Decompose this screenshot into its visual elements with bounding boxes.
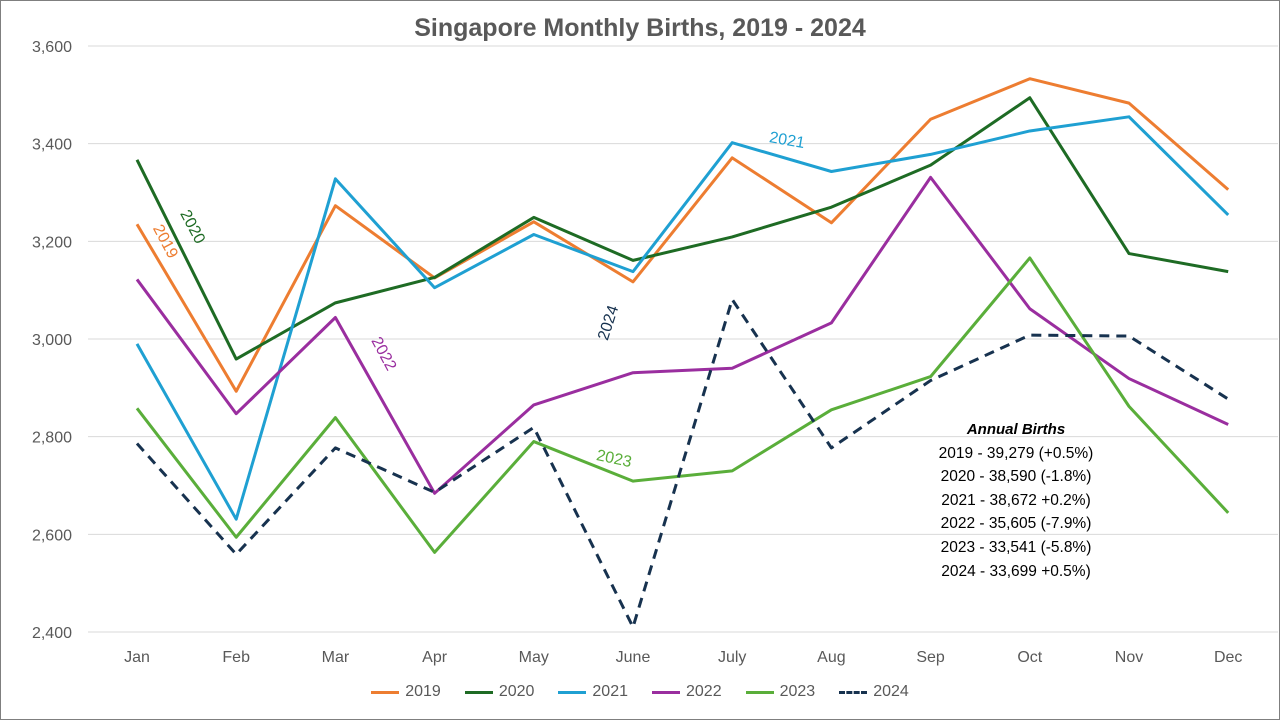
annual-births-line: 2023 - 33,541 (-5.8%) bbox=[940, 538, 1092, 556]
x-tick-label: Nov bbox=[1115, 649, 1143, 666]
x-tick-label: July bbox=[718, 649, 746, 666]
y-tick-label: 3,400 bbox=[32, 137, 72, 154]
y-tick-label: 3,200 bbox=[32, 234, 72, 251]
x-tick-label: May bbox=[519, 649, 549, 666]
legend-item: 2022 bbox=[652, 683, 722, 701]
x-tick-label: Feb bbox=[222, 649, 250, 666]
x-tick-label: June bbox=[616, 649, 651, 666]
legend-label: 2023 bbox=[779, 683, 816, 700]
series-lines bbox=[135, 77, 1230, 629]
legend-swatch bbox=[745, 690, 774, 694]
legend-swatch bbox=[558, 690, 587, 694]
legend-label: 2022 bbox=[686, 683, 722, 700]
annual-births-line: 2020 - 38,590 (-1.8%) bbox=[940, 468, 1092, 486]
series-line-2022 bbox=[135, 175, 1229, 495]
y-tick-label: 2,800 bbox=[32, 430, 72, 447]
annual-births-line: 2021 - 38,672 +0.2%) bbox=[941, 491, 1091, 509]
series-line-2020 bbox=[135, 96, 1229, 361]
series-inline-label: 2024 bbox=[595, 303, 622, 342]
y-tick-label: 2,400 bbox=[32, 625, 72, 642]
x-tick-label: Sep bbox=[916, 649, 945, 666]
y-tick-label: 3,000 bbox=[32, 332, 72, 349]
x-tick-label: Jan bbox=[124, 649, 150, 666]
gridlines bbox=[88, 45, 1278, 633]
legend-label: 2020 bbox=[498, 683, 535, 700]
y-axis-ticks: 2,400 2,600 2,800 3,000 3,200 3,400 3,600 bbox=[32, 39, 72, 642]
x-axis-ticks: Jan Feb Mar Apr May June July Aug Sep Oct Nov Dec bbox=[124, 649, 1242, 666]
legend-swatch bbox=[652, 690, 680, 694]
annual-births-annotation: Annual Births 2019 - 39,279 (+0.5%) 2020… bbox=[905, 418, 1127, 583]
legend-swatch bbox=[464, 690, 493, 694]
legend-item: 2023 bbox=[745, 683, 816, 701]
series-line-2021 bbox=[135, 115, 1230, 521]
legend-item: 2024 bbox=[839, 683, 909, 701]
annual-births-heading: Annual Births bbox=[966, 421, 1066, 438]
series-inline-label: 2022 bbox=[368, 334, 400, 373]
annual-births-line: 2024 - 33,699 +0.5%) bbox=[941, 562, 1091, 580]
x-tick-label: Apr bbox=[422, 649, 448, 666]
x-tick-label: Mar bbox=[322, 649, 350, 666]
legend-swatch bbox=[371, 690, 400, 694]
legend-swatch bbox=[839, 690, 868, 694]
x-tick-label: Dec bbox=[1214, 649, 1242, 666]
x-tick-label: Aug bbox=[817, 649, 845, 666]
legend-label: 2024 bbox=[873, 683, 909, 700]
annual-births-line: 2022 - 35,605 (-7.9%) bbox=[940, 515, 1092, 533]
chart-title: Singapore Monthly Births, 2019 - 2024 bbox=[414, 14, 866, 42]
legend-label: 2021 bbox=[592, 683, 628, 700]
y-tick-label: 3,600 bbox=[32, 39, 72, 56]
legend-item: 2020 bbox=[464, 683, 535, 701]
chart-legend: 2019 2020 2021 2022 2023 2024 bbox=[0, 683, 1280, 701]
annual-births-line: 2019 - 39,279 (+0.5%) bbox=[938, 444, 1094, 462]
legend-item: 2021 bbox=[558, 683, 628, 701]
series-inline-label: 2021 bbox=[768, 129, 806, 152]
y-tick-label: 2,600 bbox=[32, 527, 72, 544]
legend-item: 2019 bbox=[371, 683, 441, 701]
x-tick-label: Oct bbox=[1017, 649, 1042, 666]
legend-label: 2019 bbox=[405, 683, 441, 700]
series-line-2023 bbox=[135, 256, 1230, 554]
